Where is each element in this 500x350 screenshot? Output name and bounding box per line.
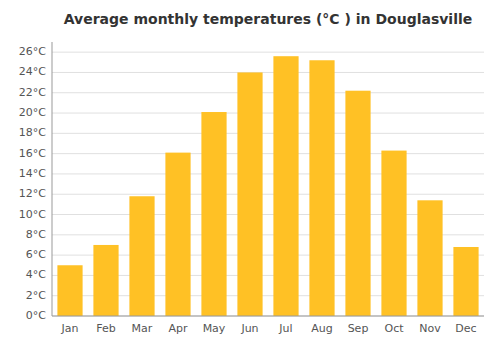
y-tick-label: 26°C: [19, 45, 46, 58]
x-tick-label: Jan: [61, 322, 79, 335]
grid-line: [52, 92, 484, 93]
grid-line: [52, 72, 484, 73]
y-tick-labels: 0°C 2°C 4°C 6°C 8°C 10°C 12°C 14°C 16°C 18°C 20°C 2…: [19, 45, 46, 322]
y-tick-label: 4°C: [26, 268, 46, 281]
bar: [237, 72, 262, 316]
y-axis-line: [52, 42, 53, 316]
bar: [129, 196, 154, 316]
grid-line: [52, 153, 484, 154]
bar: [201, 112, 226, 316]
y-tick-label: 16°C: [19, 147, 46, 160]
grid-line: [52, 173, 484, 174]
chart-container: 0°C 2°C 4°C 6°C 8°C 10°C 12°C 14°C 16°C 18°C 20°C 2…: [0, 0, 500, 350]
x-axis-line: [52, 316, 484, 317]
y-tick-label: 8°C: [26, 228, 46, 241]
x-tick-label: Apr: [168, 322, 188, 335]
grid-line: [52, 52, 484, 53]
y-tick-label: 12°C: [19, 187, 46, 200]
x-tick-label: Aug: [311, 322, 332, 335]
y-tick-label: 24°C: [19, 65, 46, 78]
y-tick-label: 2°C: [26, 289, 46, 302]
x-tick-label: Nov: [419, 322, 441, 335]
bar: [345, 91, 370, 316]
y-tick-label: 10°C: [19, 208, 46, 221]
y-tick-label: 6°C: [26, 248, 46, 261]
y-tick-label: 20°C: [19, 106, 46, 119]
bar: [453, 247, 478, 316]
x-tick-label: Jun: [240, 322, 258, 335]
grid-line: [52, 194, 484, 195]
bar: [309, 60, 334, 316]
x-tick-label: May: [203, 322, 226, 335]
grid-line: [52, 133, 484, 134]
chart: 0°C 2°C 4°C 6°C 8°C 10°C 12°C 14°C 16°C 18°C 20°C 2…: [0, 0, 500, 350]
bar: [57, 265, 82, 316]
grid-line: [52, 316, 484, 317]
grid-line: [52, 113, 484, 114]
y-tick-label: 14°C: [19, 167, 46, 180]
y-tick-label: 0°C: [26, 309, 46, 322]
bars: [57, 56, 478, 316]
x-tick-label: Sep: [348, 322, 369, 335]
x-tick-label: Jul: [278, 322, 292, 335]
y-tick-label: 18°C: [19, 126, 46, 139]
y-tick-label: 22°C: [19, 86, 46, 99]
x-tick-label: Mar: [132, 322, 153, 335]
x-tick-labels: Jan Feb Mar Apr May Jun Jul Aug Sep Oct Nov Dec: [61, 322, 477, 335]
x-tick-label: Dec: [455, 322, 476, 335]
bar: [273, 56, 298, 316]
bar: [165, 153, 190, 316]
x-tick-label: Oct: [384, 322, 404, 335]
bar: [417, 200, 442, 316]
bar: [381, 151, 406, 316]
x-tick-label: Feb: [96, 322, 115, 335]
title: Average monthly temperatures (°C ) in Do…: [64, 11, 473, 27]
grid: [52, 52, 484, 316]
bar: [93, 245, 118, 316]
